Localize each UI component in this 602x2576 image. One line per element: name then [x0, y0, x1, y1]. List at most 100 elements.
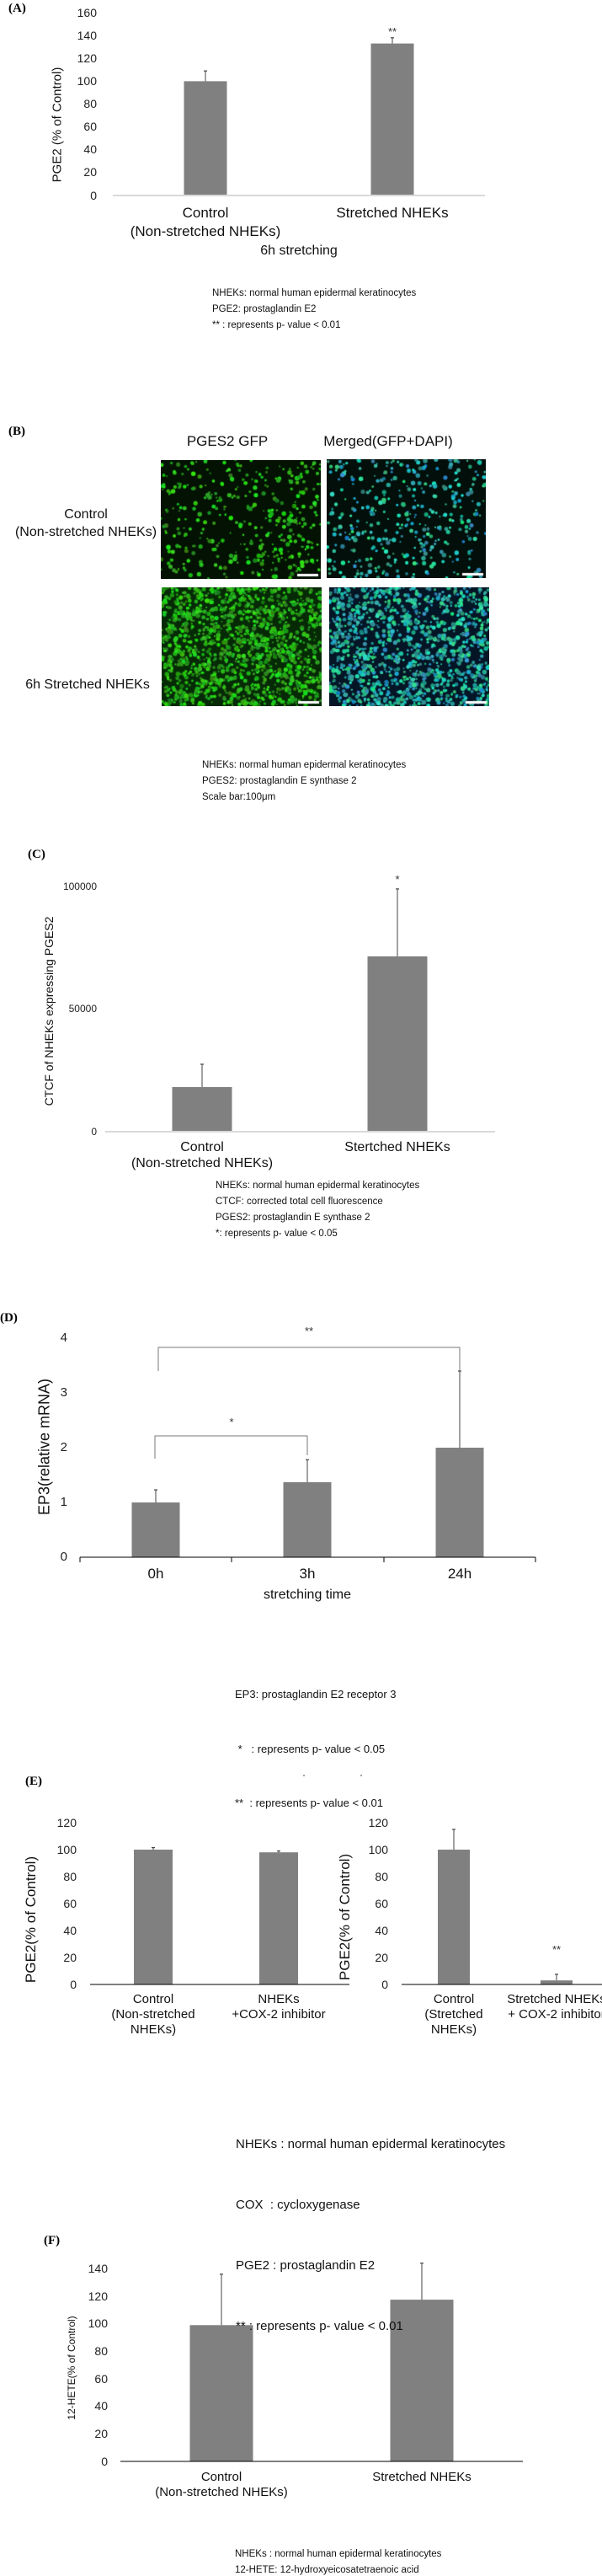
row-label-stretched: 6h Stretched NHEKs: [25, 676, 150, 694]
category-line: 0h: [147, 1566, 164, 1582]
y-tick-label: 0: [91, 1125, 97, 1138]
y-tick-label: 40: [94, 2399, 108, 2413]
category-line: Control: [132, 1992, 174, 2006]
category-line: Stretched NHEKs: [372, 2470, 471, 2484]
panel-label-e: (E): [25, 1775, 42, 1788]
y-tick-label: 100: [88, 2316, 108, 2331]
note-line: ** : represents p- value < 0.01: [236, 2319, 403, 2333]
y-tick-label: 140: [88, 2261, 108, 2275]
y-tick-label: 80: [375, 1869, 388, 1883]
y-axis-title: PGE2(% of Control): [337, 1853, 353, 1981]
notes-a: NHEKs: normal human epidermal keratinocy…: [212, 286, 416, 334]
x-category-label: 3h: [300, 1566, 316, 1583]
y-tick-label: 2: [60, 1440, 67, 1454]
y-tick-label: 4: [60, 1331, 67, 1345]
column-header-merged: Merged(GFP+DAPI): [323, 433, 453, 449]
column-header-gfp: PGES2 GFP: [186, 433, 269, 449]
significance-marker: **: [387, 25, 397, 38]
note-line: PGES2: prostaglandin E synthase 2: [202, 776, 357, 786]
panel-label-f: (F): [44, 2234, 61, 2247]
note-line: 12-HETE: 12-hydroxyeicosatetraenoic acid: [235, 2565, 419, 2575]
note-line: PGE2 : prostaglandin E2: [236, 2258, 376, 2273]
y-tick-label: 1: [60, 1495, 67, 1509]
note-line: CTCF: corrected total cell fluorescence: [216, 1197, 383, 1207]
y-tick-label: 0: [60, 1550, 67, 1564]
category-line: 3h: [299, 1566, 316, 1582]
y-tick-label: 20: [83, 165, 97, 179]
category-line: NHEKs): [430, 2022, 477, 2037]
chart-d-xlabel: stretching time: [263, 1588, 352, 1602]
category-line: Control: [433, 1992, 475, 2006]
y-axis-title: PGE2(% of Control): [23, 1856, 39, 1984]
note-line: NHEKs: normal human epidermal keratinocy…: [212, 288, 417, 298]
micrograph-stretched-gfp: [162, 587, 322, 706]
category-line: + COX-2 inhibitor: [508, 2007, 602, 2022]
y-tick-label: 120: [56, 1815, 77, 1829]
y-tick-label: 140: [77, 28, 97, 42]
note-line: COX : cycloxygenase: [236, 2198, 360, 2212]
y-tick-label: 0: [381, 1977, 388, 1991]
micrograph-stretched-merged: [329, 587, 489, 706]
bar: [370, 43, 414, 196]
x-category-label: Control (Non-stretched NHEKs): [111, 1992, 194, 2038]
y-tick-label: 100: [56, 1842, 77, 1856]
bar: [438, 1850, 470, 1984]
bar: [189, 2325, 253, 2461]
category-line: (Non-stretched NHEKs): [131, 1156, 274, 1170]
x-category-label: Stretched NHEKs: [336, 204, 448, 222]
bar: [283, 1481, 332, 1557]
y-tick-label: 60: [375, 1896, 388, 1910]
y-axis-title: 12-HETE(% of Control): [66, 2316, 77, 2420]
note-line: *: represents p- value < 0.05: [216, 1229, 338, 1239]
y-tick-label: 160: [77, 5, 97, 19]
notes-f: NHEKs : normal human epidermal keratinoc…: [235, 2547, 441, 2576]
y-tick-label: 100: [368, 1842, 388, 1856]
y-tick-label: 40: [63, 1923, 77, 1937]
significance-bracket: [154, 1435, 308, 1459]
y-tick-label: 20: [375, 1950, 388, 1964]
category-line: Control: [200, 2470, 242, 2484]
y-tick-label: 40: [375, 1923, 388, 1937]
x-category-label: 0h: [148, 1566, 164, 1583]
note-line: NHEKs: normal human epidermal keratinocy…: [202, 760, 407, 770]
x-category-label: Control (Non-stretched NHEKs): [155, 2470, 288, 2500]
notes-d: EP3: prostaglandin E2 receptor 3 * : rep…: [235, 1649, 397, 1849]
y-tick-label: 60: [94, 2371, 108, 2386]
note-line: NHEKs : normal human epidermal keratinoc…: [235, 2549, 442, 2559]
category-line: 24h: [447, 1566, 472, 1582]
y-axis-title: PGE2 (% of Control): [50, 67, 65, 183]
note-line: NHEKs: normal human epidermal keratinocy…: [216, 1181, 420, 1191]
significance-marker: *: [229, 1416, 234, 1428]
note-line: EP3: prostaglandin E2 receptor 3: [235, 1688, 397, 1700]
y-tick-label: 80: [94, 2343, 108, 2358]
y-tick-label: 0: [70, 1977, 77, 1991]
category-line: (Non-stretched NHEKs): [155, 2485, 288, 2499]
note-line: ** : represents p- value < 0.01: [212, 320, 341, 330]
y-tick-label: 3: [60, 1385, 67, 1400]
bar: [435, 1448, 484, 1557]
category-line: Control: [180, 1140, 224, 1154]
category-line: Stretched NHEKs: [336, 205, 449, 221]
category-line: NHEKs): [130, 2022, 177, 2037]
stray-dot: [303, 1775, 305, 1776]
bar: [184, 81, 227, 195]
x-category-label: Control (Stretched NHEKs): [424, 1992, 482, 2038]
bar: [172, 1087, 232, 1132]
x-category-label: Stretched NHEKs + COX-2 inhibitor: [507, 1992, 602, 2022]
y-axis-title: EP3(relative mRNA): [35, 1378, 53, 1516]
note-line: ** : represents p- value < 0.01: [235, 1797, 383, 1809]
y-tick-label: 120: [88, 2289, 108, 2303]
category-line: (Non-stretched: [111, 2007, 195, 2022]
note-line: Scale bar:100μm: [202, 792, 276, 802]
y-tick-label: 60: [83, 120, 97, 134]
y-tick-label: 40: [83, 142, 97, 157]
stray-dot: [360, 1775, 362, 1776]
notes-c: NHEKs: normal human epidermal keratinocy…: [216, 1178, 419, 1242]
row-label-line: (Non-stretched NHEKs): [14, 525, 157, 539]
bar: [134, 1850, 173, 1984]
x-category-label: Stertched NHEKs: [344, 1139, 450, 1155]
y-tick-label: 20: [94, 2426, 108, 2440]
row-label-line: Control: [64, 507, 108, 522]
y-tick-label: 0: [90, 188, 97, 202]
